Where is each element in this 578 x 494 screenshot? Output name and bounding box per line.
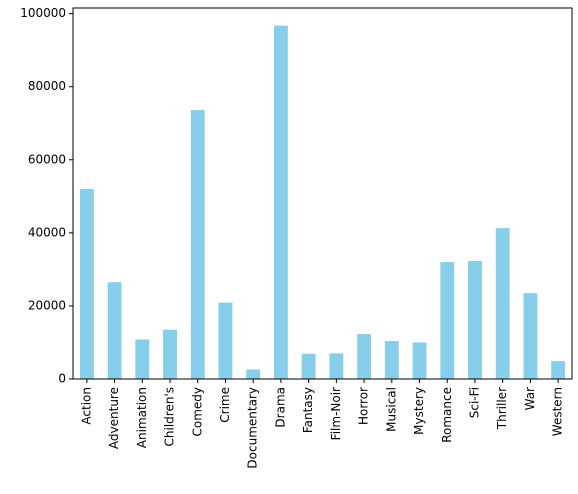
bar (357, 334, 372, 379)
y-tick-label: 20000 (28, 298, 66, 312)
bar (468, 260, 482, 379)
x-tick-label: Crime (218, 387, 232, 423)
bar (523, 293, 538, 379)
x-tick-label: Animation (135, 387, 149, 448)
bar (273, 25, 288, 380)
x-tick-label: Fantasy (301, 387, 315, 433)
bar (495, 228, 510, 379)
bar (301, 353, 316, 379)
bar (246, 369, 261, 379)
bar (135, 339, 150, 379)
y-tick-label: 40000 (28, 225, 66, 239)
bar (329, 353, 344, 379)
x-tick-label: Action (79, 387, 93, 425)
x-tick-label: Film-Noir (329, 387, 343, 440)
x-tick-label: War (523, 387, 537, 410)
x-tick-label: Comedy (190, 387, 204, 437)
x-tick-label: Thriller (495, 387, 509, 430)
y-tick-label: 80000 (28, 79, 66, 93)
x-tick-label: Drama (273, 387, 287, 428)
x-tick-label: Children's (163, 387, 177, 446)
y-tick-label: 100000 (20, 6, 66, 20)
bar (384, 340, 399, 379)
bar (79, 188, 94, 379)
y-tick-label: 0 (58, 372, 66, 386)
plot-frame (72, 7, 573, 380)
bar (218, 302, 233, 379)
bar (190, 110, 205, 379)
x-tick-label: Documentary (246, 387, 260, 469)
bar (163, 329, 177, 379)
x-tick-label: Musical (384, 387, 398, 432)
x-tick-label: Mystery (412, 387, 426, 435)
x-tick-label: Sci-Fi (467, 387, 481, 418)
x-tick-label: Western (551, 387, 565, 436)
y-tick-label: 60000 (28, 152, 66, 166)
bar (107, 282, 122, 379)
bar (412, 342, 427, 379)
bar (440, 262, 455, 379)
x-tick-label: Horror (357, 387, 371, 425)
x-tick-label: Romance (440, 387, 454, 443)
x-tick-label: Adventure (107, 387, 121, 449)
bar (551, 361, 566, 379)
